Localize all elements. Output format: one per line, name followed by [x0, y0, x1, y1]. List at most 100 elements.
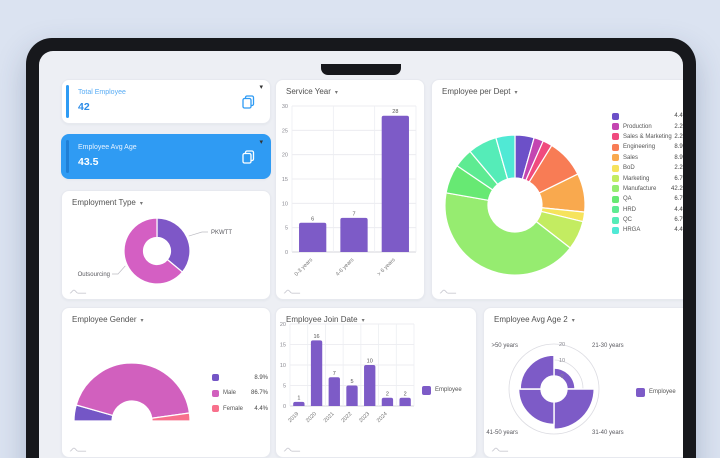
legend-swatch: [612, 216, 619, 224]
sparkline-icon: [69, 447, 87, 452]
legend-item[interactable]: QC 6.7%: [612, 215, 683, 225]
legend-percent: 8.9%: [254, 374, 268, 381]
legend-label: Marketing: [623, 175, 650, 182]
legend-item[interactable]: Male 86.7%: [212, 386, 268, 402]
kpi-card-employee-avg-age: Employee Avg Age 43.5 ▾: [61, 134, 271, 179]
sparkline-icon: [283, 289, 301, 294]
accent-bar: [66, 85, 69, 118]
accent-bar: [66, 140, 69, 173]
legend-swatch: [612, 175, 619, 183]
chevron-down-icon[interactable]: ▾: [571, 318, 575, 324]
legend-swatch: [212, 405, 219, 413]
legend-percent: 8.9%: [674, 144, 683, 151]
card-employment-type: Employment Type ▾ PKWTT Outsourcing: [61, 190, 271, 300]
svg-text:10: 10: [559, 358, 565, 364]
legend-item[interactable]: Female 4.4%: [212, 401, 268, 417]
dashboard-screen: Total Employee 42 ▾ Employee Avg Age 43.…: [39, 51, 683, 458]
legend-item[interactable]: HRGA 4.4%: [612, 225, 683, 235]
service-year-chart[interactable]: 0 5 10 15 20 25 30 6 0-3 years 7 4-6 years 28 > 6 ye…: [276, 96, 425, 296]
legend-item[interactable]: 4.4%: [612, 111, 683, 121]
svg-text:0-3 years: 0-3 years: [294, 257, 315, 278]
employment-type-chart[interactable]: PKWTT Outsourcing: [62, 205, 271, 297]
legend-swatch: [212, 389, 219, 397]
chevron-down-icon[interactable]: ▾: [259, 84, 263, 91]
card-title: Employment Type ▾: [72, 198, 143, 207]
svg-text:10: 10: [282, 201, 288, 207]
svg-text:28: 28: [392, 109, 398, 115]
sparkline-icon: [69, 289, 87, 294]
legend-swatch: [612, 143, 619, 151]
chevron-down-icon[interactable]: ▾: [140, 318, 144, 324]
svg-text:2021: 2021: [323, 411, 336, 424]
chevron-down-icon[interactable]: ▾: [139, 201, 143, 207]
card-title: Employee Avg Age 2 ▾: [494, 315, 575, 324]
legend-percent: 8.9%: [674, 154, 683, 161]
legend: Employee: [636, 386, 683, 398]
legend-percent: 6.7%: [674, 196, 683, 203]
kpi-card-total-employee: Total Employee 42 ▾: [61, 79, 271, 124]
copy-icon[interactable]: [241, 94, 256, 109]
employee-gender-chart[interactable]: [62, 322, 271, 455]
employee-avg-age-2-chart[interactable]: 0 10 20 21-30 years 31-40 years 41-50 years >5…: [484, 322, 683, 455]
card-title: Employee per Dept ▾: [442, 87, 518, 96]
legend-swatch: [612, 133, 619, 141]
kpi-label: Employee Avg Age: [78, 144, 137, 151]
svg-text:2020: 2020: [305, 411, 318, 424]
card-title: Employee Join Date ▾: [286, 315, 365, 324]
legend-item[interactable]: Manufacture 42.2%: [612, 184, 683, 194]
legend-item[interactable]: HRD 4.4%: [612, 205, 683, 215]
legend-label: Male: [223, 390, 237, 397]
legend-swatch: [612, 206, 619, 214]
legend-item[interactable]: Sales 8.9%: [612, 153, 683, 163]
svg-text:20: 20: [280, 322, 286, 328]
legend-label: Production: [623, 123, 652, 130]
copy-icon[interactable]: [241, 149, 256, 164]
legend-item[interactable]: Marketing 6.7%: [612, 173, 683, 183]
chevron-down-icon[interactable]: ▾: [259, 139, 263, 146]
legend-percent: 4.4%: [674, 227, 683, 234]
card-title-text: Employee per Dept: [442, 87, 511, 96]
legend-percent: 6.7%: [674, 217, 683, 224]
svg-text:15: 15: [280, 343, 286, 349]
employee-per-dept-chart[interactable]: [432, 80, 683, 300]
svg-text:2: 2: [386, 391, 389, 397]
svg-text:2024: 2024: [376, 411, 389, 424]
card-title-text: Employee Join Date: [286, 315, 358, 324]
legend-item[interactable]: Employee: [422, 384, 474, 396]
legend-item[interactable]: Employee: [636, 386, 683, 398]
legend-swatch: [636, 387, 645, 397]
legend-percent: 42.2%: [670, 185, 683, 192]
card-title-text: Service Year: [286, 87, 331, 96]
svg-text:PKWTT: PKWTT: [211, 230, 232, 236]
svg-text:25: 25: [282, 128, 288, 134]
svg-text:2022: 2022: [341, 411, 354, 424]
svg-text:5: 5: [283, 384, 286, 390]
legend-percent: 2.2%: [674, 123, 683, 130]
legend-item[interactable]: BoD 2.2%: [612, 163, 683, 173]
legend-item[interactable]: Production 2.2%: [612, 121, 683, 131]
card-employee-gender: Employee Gender ▾ 8.9% Male 86.7% Female 4.4%: [61, 307, 271, 458]
card-title: Service Year ▾: [286, 87, 338, 96]
legend-item[interactable]: Engineering 8.9%: [612, 142, 683, 152]
legend-label: Engineering: [623, 144, 656, 151]
legend: Employee: [422, 384, 474, 396]
legend-item[interactable]: QA 6.7%: [612, 194, 683, 204]
legend-percent: 2.2%: [674, 133, 683, 140]
legend-label: Sales & Marketing: [623, 133, 672, 140]
legend-label: Manufacture: [623, 185, 657, 192]
chevron-down-icon[interactable]: ▾: [361, 318, 365, 324]
legend-swatch: [612, 154, 619, 162]
chevron-down-icon[interactable]: ▾: [514, 90, 518, 96]
svg-text:0: 0: [283, 404, 286, 410]
svg-text:20: 20: [282, 153, 288, 159]
legend-item[interactable]: 8.9%: [212, 370, 268, 386]
legend-percent: 86.7%: [250, 390, 268, 397]
employee-join-date-chart[interactable]: 0 5 10 15 20 1 2019 16 2020 7 2021 5 2022 10 2023 2 2024…: [276, 320, 477, 455]
svg-text:41-50 years: 41-50 years: [486, 430, 518, 436]
svg-text:4-6 years: 4-6 years: [335, 257, 356, 278]
sparkline-icon: [283, 447, 301, 452]
chevron-down-icon[interactable]: ▾: [334, 90, 338, 96]
